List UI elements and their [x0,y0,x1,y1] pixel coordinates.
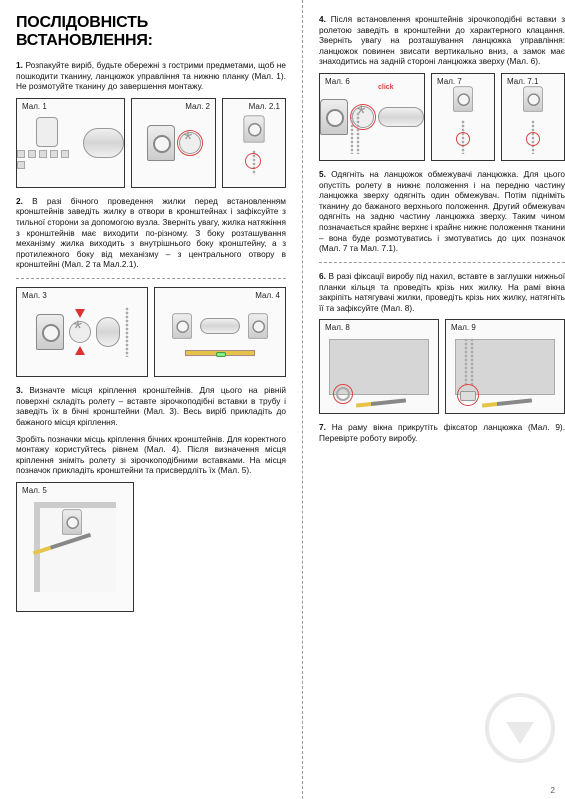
figure-2-1: Мал. 2.1 [222,98,286,188]
figure-8-label: Мал. 8 [324,323,351,332]
figure-4-label: Мал. 4 [254,291,281,300]
figure-7-1-label: Мал. 7.1 [506,77,539,86]
fig-row-5: Мал. 8 Мал. 9 [319,319,565,414]
fig-row-4: Мал. 6 click Мал. 7 [319,73,565,161]
step-3-num: 3. [16,385,23,395]
fig-row-1: Мал. 1 Мал. 2 [16,98,286,188]
step-5-text: Одягніть на ланцюжок обмежувачі ланцюжка… [319,169,565,253]
figure-6-label: Мал. 6 [324,77,351,86]
step-6: 6. В разі фіксації виробу під нахил, вст… [319,271,565,313]
step-7: 7. На раму вікна прикрутіть фіксатор лан… [319,422,565,443]
figure-6: Мал. 6 click [319,73,425,161]
figure-1-label: Мал. 1 [21,102,48,111]
step-2-text: В разі бічного проведення жилки перед вс… [16,196,286,270]
step-1-text: Розпакуйте виріб, будьте обережні з гост… [16,60,286,91]
figure-3: Мал. 3 [16,287,148,377]
step-5-num: 5. [319,169,326,179]
step-7-text: На раму вікна прикрутіть фіксатор ланцюж… [319,422,565,443]
step-4-num: 4. [319,14,326,24]
figure-9-label: Мал. 9 [450,323,477,332]
fig-row-3: Мал. 5 [16,482,286,612]
step-2-num: 2. [16,196,23,206]
step-7-num: 7. [319,422,326,432]
step-3b: Зробіть позначки місць кріплення бічних … [16,434,286,476]
figure-2: Мал. 2 [131,98,216,188]
figure-2-label: Мал. 2 [184,102,211,111]
step-6-text: В разі фіксації виробу під нахил, вставт… [319,271,565,313]
figure-9: Мал. 9 [445,319,565,414]
step-4-text: Після встановлення кронштейнів зірочкопо… [319,14,565,66]
figure-3-label: Мал. 3 [21,291,48,300]
step-3-text: Визначте місця кріплення кронштейнів. Дл… [16,385,286,427]
right-column: 4. Після встановлення кронштейнів зірочк… [303,0,565,799]
figure-5: Мал. 5 [16,482,134,612]
page-title: ПОСЛІДОВНІСТЬ ВСТАНОВЛЕННЯ: [16,14,286,50]
step-5: 5. Одягніть на ланцюжок обмежувачі ланцю… [319,169,565,254]
divider-right-1 [319,262,565,263]
step-3: 3. Визначте місця кріплення кронштейнів.… [16,385,286,427]
figure-7-1: Мал. 7.1 [501,73,565,161]
step-1-num: 1. [16,60,23,70]
left-column: ПОСЛІДОВНІСТЬ ВСТАНОВЛЕННЯ: 1. Розпакуйт… [0,0,303,799]
fig-row-2: Мал. 3 Мал. 4 [16,287,286,377]
step-2: 2. В разі бічного проведення жилки перед… [16,196,286,270]
step-6-num: 6. [319,271,326,281]
figure-8: Мал. 8 [319,319,439,414]
watermark-icon [485,693,555,763]
step-1: 1. Розпакуйте виріб, будьте обережні з г… [16,60,286,92]
figure-4: Мал. 4 [154,287,286,377]
page: ПОСЛІДОВНІСТЬ ВСТАНОВЛЕННЯ: 1. Розпакуйт… [0,0,565,799]
figure-1: Мал. 1 [16,98,125,188]
step-4: 4. Після встановлення кронштейнів зірочк… [319,14,565,67]
figure-7-label: Мал. 7 [436,77,463,86]
figure-5-label: Мал. 5 [21,486,48,495]
figure-2-1-label: Мал. 2.1 [248,102,281,111]
page-number: 2 [551,786,555,795]
divider-left-1 [16,278,286,279]
click-label: click [378,84,394,91]
figure-7: Мал. 7 [431,73,495,161]
